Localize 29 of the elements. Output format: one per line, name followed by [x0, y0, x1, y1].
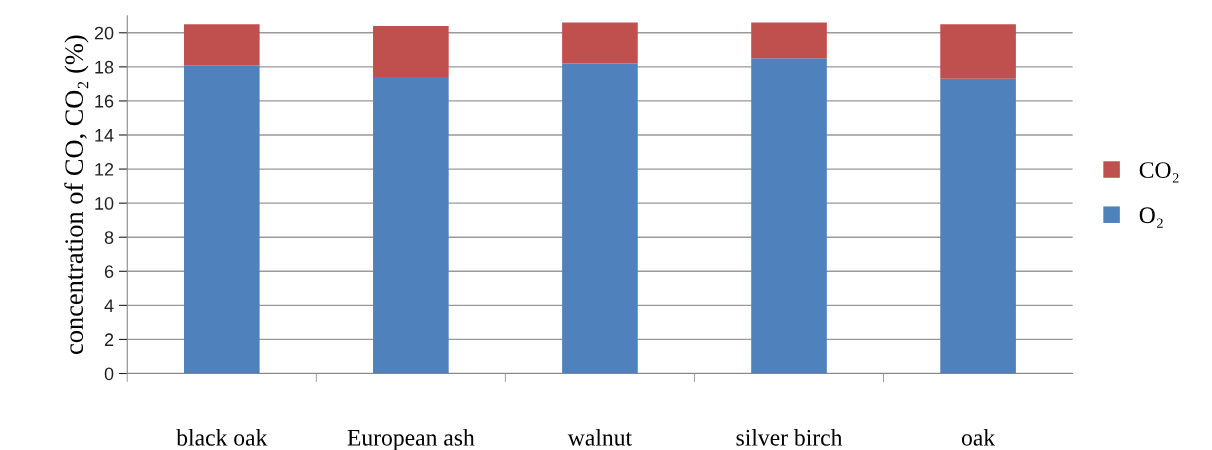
- y-tick-label: 12: [95, 163, 114, 176]
- y-tick-label: 18: [95, 60, 114, 74]
- bar: [373, 25, 449, 78]
- legend-label: CO₂: [1139, 162, 1179, 183]
- bar: [562, 22, 638, 64]
- x-tick-label: oak: [961, 429, 996, 446]
- y-tick-label: 0: [104, 367, 114, 381]
- y-tick-label: 2: [104, 333, 114, 346]
- x-tick-label: black oak: [176, 429, 268, 446]
- x-tick-label: silver birch: [736, 429, 843, 446]
- y-tick-label: 10: [95, 197, 114, 210]
- y-tick-label: 4: [104, 299, 114, 312]
- bar: [183, 65, 260, 374]
- bar: [940, 78, 1016, 374]
- bar: [562, 63, 638, 374]
- bar: [940, 24, 1016, 79]
- y-tick-label: 8: [104, 231, 114, 244]
- x-tick-label: European ash: [347, 429, 475, 450]
- x-tick-label: walnut: [567, 429, 632, 446]
- y-tick-label: 20: [94, 26, 114, 40]
- y-axis-title: concentration of CO, CO₂ (%): [64, 35, 89, 354]
- y-tick-label: 14: [95, 129, 114, 142]
- bar: [751, 22, 827, 59]
- y-tick-label: 16: [95, 94, 114, 108]
- y-tick-label: 6: [104, 265, 114, 279]
- bar: [373, 77, 449, 374]
- bar: [751, 58, 827, 374]
- legend-label: O₂: [1139, 207, 1163, 228]
- bar: [183, 24, 260, 66]
